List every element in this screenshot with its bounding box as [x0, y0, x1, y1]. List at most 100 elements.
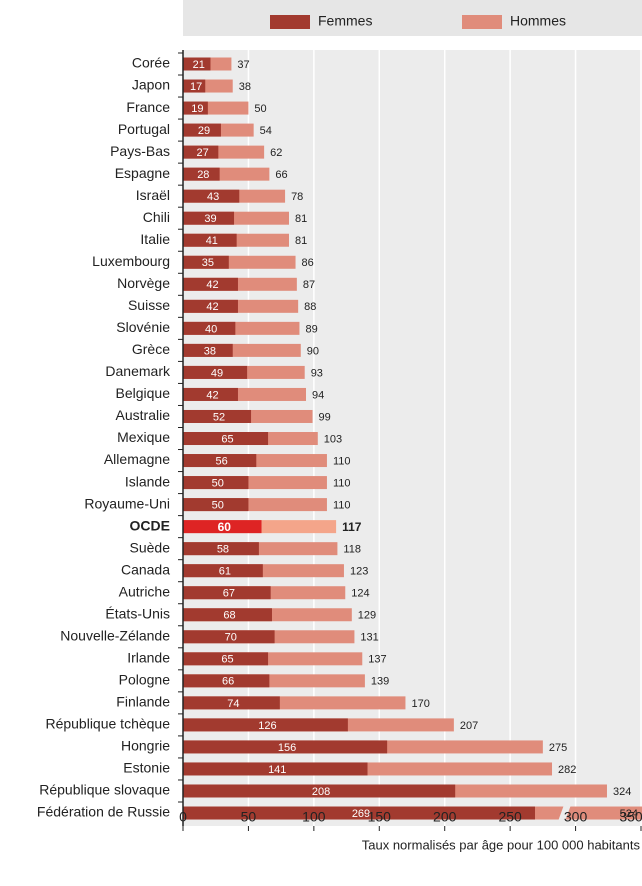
bar-femmes [183, 564, 263, 578]
category-label: Allemagne [104, 451, 170, 467]
value-label: 52 [213, 411, 225, 423]
value-label: 65 [221, 433, 233, 445]
category-label: Pays-Bas [110, 143, 170, 159]
bar-femmes [183, 233, 237, 247]
x-tick-label: 150 [368, 809, 392, 825]
value-label: 88 [304, 301, 316, 313]
legend-swatch [462, 15, 502, 29]
axis-break [558, 805, 571, 821]
bar-femmes [183, 652, 269, 666]
bar-femmes [183, 101, 208, 115]
value-label: 126 [258, 720, 276, 732]
value-label: 103 [324, 433, 342, 445]
legend-band [183, 0, 642, 36]
bar-femmes [183, 189, 240, 203]
value-label: 110 [333, 477, 351, 489]
x-tick-label: 300 [564, 809, 588, 825]
bar-femmes [183, 277, 238, 291]
bar-femmes [183, 432, 269, 446]
category-label: Norvège [117, 275, 170, 291]
value-label: 123 [350, 566, 368, 578]
category-label: Belgique [116, 385, 171, 401]
bar-femmes [183, 740, 388, 754]
category-label: Nouvelle-Zélande [60, 627, 170, 643]
value-label: 124 [351, 588, 369, 600]
category-label: Grèce [132, 341, 170, 357]
bar-femmes [183, 343, 233, 357]
category-label: Finlande [116, 694, 170, 710]
value-label: 28 [197, 169, 209, 181]
category-label: France [126, 99, 170, 115]
value-label: 81 [295, 235, 307, 247]
bar-femmes [183, 387, 238, 401]
category-label: Australie [116, 407, 171, 423]
category-label: Slovénie [116, 319, 170, 335]
value-label: 58 [217, 544, 229, 556]
value-label: 99 [319, 411, 331, 423]
value-label: 21 [193, 59, 205, 71]
value-label: 37 [237, 59, 249, 71]
category-label: Corée [132, 55, 170, 71]
value-label: 60 [218, 520, 232, 534]
category-label: Suisse [128, 297, 170, 313]
category-label: Chili [143, 209, 170, 225]
value-label: 117 [342, 520, 362, 534]
value-label: 94 [312, 389, 324, 401]
value-label: 90 [307, 345, 319, 357]
bar-femmes [183, 299, 238, 313]
bar-femmes [183, 167, 220, 181]
bar-femmes [183, 674, 270, 688]
category-label: États-Unis [105, 605, 170, 621]
bar-femmes [183, 321, 236, 335]
x-tick-label: 350 [619, 809, 642, 825]
bar-femmes [183, 145, 219, 159]
value-label: 65 [221, 654, 233, 666]
value-label: 86 [302, 257, 314, 269]
category-label: Royaume-Uni [84, 495, 170, 511]
value-label: 129 [358, 610, 376, 622]
value-label: 50 [254, 103, 266, 115]
bar-femmes [183, 57, 211, 71]
value-label: 208 [312, 786, 330, 798]
bar-femmes [183, 255, 229, 269]
bar-femmes [183, 762, 368, 776]
category-label: Italie [140, 231, 170, 247]
value-label: 81 [295, 213, 307, 225]
bar-femmes [183, 806, 536, 820]
value-label: 110 [333, 500, 351, 512]
value-label: 66 [275, 169, 287, 181]
value-label: 70 [225, 632, 237, 644]
value-label: 269 [352, 808, 370, 820]
value-label: 139 [371, 676, 389, 688]
bar-femmes [183, 520, 262, 534]
value-label: 66 [222, 676, 234, 688]
category-label: OCDE [130, 517, 170, 533]
value-label: 38 [204, 345, 216, 357]
value-label: 87 [303, 279, 315, 291]
value-label: 42 [206, 301, 218, 313]
x-tick-label: 250 [498, 809, 522, 825]
bar-femmes [183, 454, 257, 468]
value-label: 19 [191, 103, 203, 115]
category-label: Canada [121, 561, 170, 577]
value-label: 43 [207, 191, 219, 203]
category-label: Pologne [119, 672, 171, 688]
category-label: République slovaque [39, 782, 170, 798]
value-label: 89 [305, 323, 317, 335]
category-label: Autriche [119, 583, 171, 599]
value-label: 17 [190, 81, 202, 93]
value-label: 131 [360, 632, 378, 644]
value-label: 524 [620, 808, 638, 820]
value-label: 42 [206, 389, 218, 401]
category-label: Hongrie [121, 738, 170, 754]
value-label: 49 [211, 367, 223, 379]
value-label: 78 [291, 191, 303, 203]
category-label: République tchèque [45, 716, 170, 732]
value-label: 74 [227, 698, 239, 710]
category-label: Islande [125, 473, 170, 489]
bar-femmes [183, 630, 275, 644]
category-label: Irlande [127, 650, 170, 666]
value-label: 282 [558, 764, 576, 776]
value-label: 62 [270, 147, 282, 159]
